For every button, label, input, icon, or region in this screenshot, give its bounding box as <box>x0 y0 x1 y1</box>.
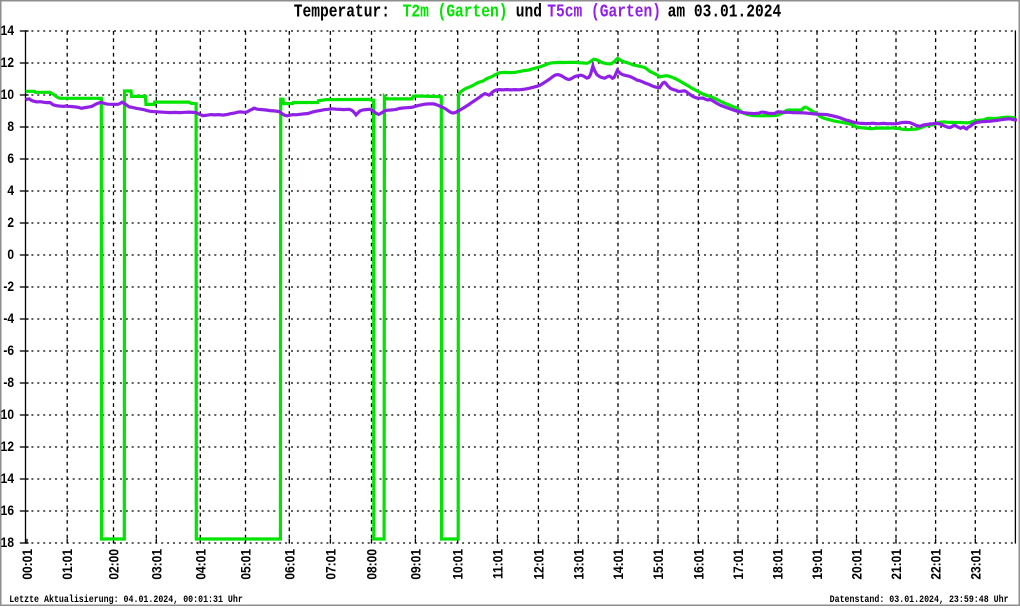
svg-text:05:01: 05:01 <box>238 549 254 580</box>
svg-text:03:01: 03:01 <box>148 549 164 580</box>
svg-text:2: 2 <box>7 214 14 230</box>
svg-text:12:01: 12:01 <box>531 549 547 580</box>
svg-text:19:01: 19:01 <box>809 549 825 580</box>
svg-text:-2: -2 <box>3 278 14 294</box>
svg-text:4: 4 <box>7 182 14 198</box>
svg-text:20:01: 20:01 <box>849 549 865 580</box>
svg-text:am 03.01.2024: am 03.01.2024 <box>668 2 782 23</box>
svg-text:06:01: 06:01 <box>281 549 297 580</box>
svg-text:-6: -6 <box>3 342 14 358</box>
svg-text:04:01: 04:01 <box>192 549 208 580</box>
svg-text:09:01: 09:01 <box>408 549 424 580</box>
svg-text:6: 6 <box>7 150 14 166</box>
svg-text:-10: -10 <box>0 406 14 422</box>
svg-text:-4: -4 <box>3 310 14 326</box>
svg-text:12: 12 <box>1 54 14 70</box>
svg-text:-16: -16 <box>0 502 14 518</box>
svg-text:07:01: 07:01 <box>323 549 339 580</box>
svg-text:17:01: 17:01 <box>730 549 746 580</box>
svg-text:T2m (Garten): T2m (Garten) <box>403 2 508 23</box>
svg-text:-14: -14 <box>0 470 15 486</box>
svg-text:15:01: 15:01 <box>650 549 666 580</box>
svg-text:23:01: 23:01 <box>967 549 983 580</box>
svg-text:13:01: 13:01 <box>570 549 586 580</box>
svg-text:0: 0 <box>7 246 14 262</box>
svg-text:T5cm (Garten): T5cm (Garten) <box>547 2 661 23</box>
svg-text:00:01: 00:01 <box>19 549 35 580</box>
svg-text:08:00: 08:00 <box>364 549 380 580</box>
svg-text:und: und <box>516 2 542 23</box>
svg-text:22:01: 22:01 <box>928 549 944 580</box>
svg-text:14: 14 <box>1 22 15 38</box>
svg-text:18:01: 18:01 <box>770 549 786 580</box>
svg-text:Datenstand: 03.01.2024, 23:59:: Datenstand: 03.01.2024, 23:59:48 Uhr <box>830 593 1009 605</box>
svg-text:02:00: 02:00 <box>106 549 122 580</box>
svg-text:8: 8 <box>7 118 14 134</box>
svg-text:21:01: 21:01 <box>888 549 904 580</box>
svg-text:-18: -18 <box>0 534 14 550</box>
svg-text:14:01: 14:01 <box>610 549 626 580</box>
svg-text:Temperatur:: Temperatur: <box>294 2 390 23</box>
svg-text:Letzte Aktualisierung: 04.01.2: Letzte Aktualisierung: 04.01.2024, 00:01… <box>9 593 243 605</box>
svg-text:10: 10 <box>1 86 14 102</box>
svg-text:10:01: 10:01 <box>450 549 466 580</box>
svg-text:11:01: 11:01 <box>490 549 506 579</box>
svg-text:-8: -8 <box>3 374 14 390</box>
svg-text:-12: -12 <box>0 438 14 454</box>
svg-text:16:01: 16:01 <box>690 549 706 580</box>
svg-text:01:01: 01:01 <box>59 549 75 580</box>
